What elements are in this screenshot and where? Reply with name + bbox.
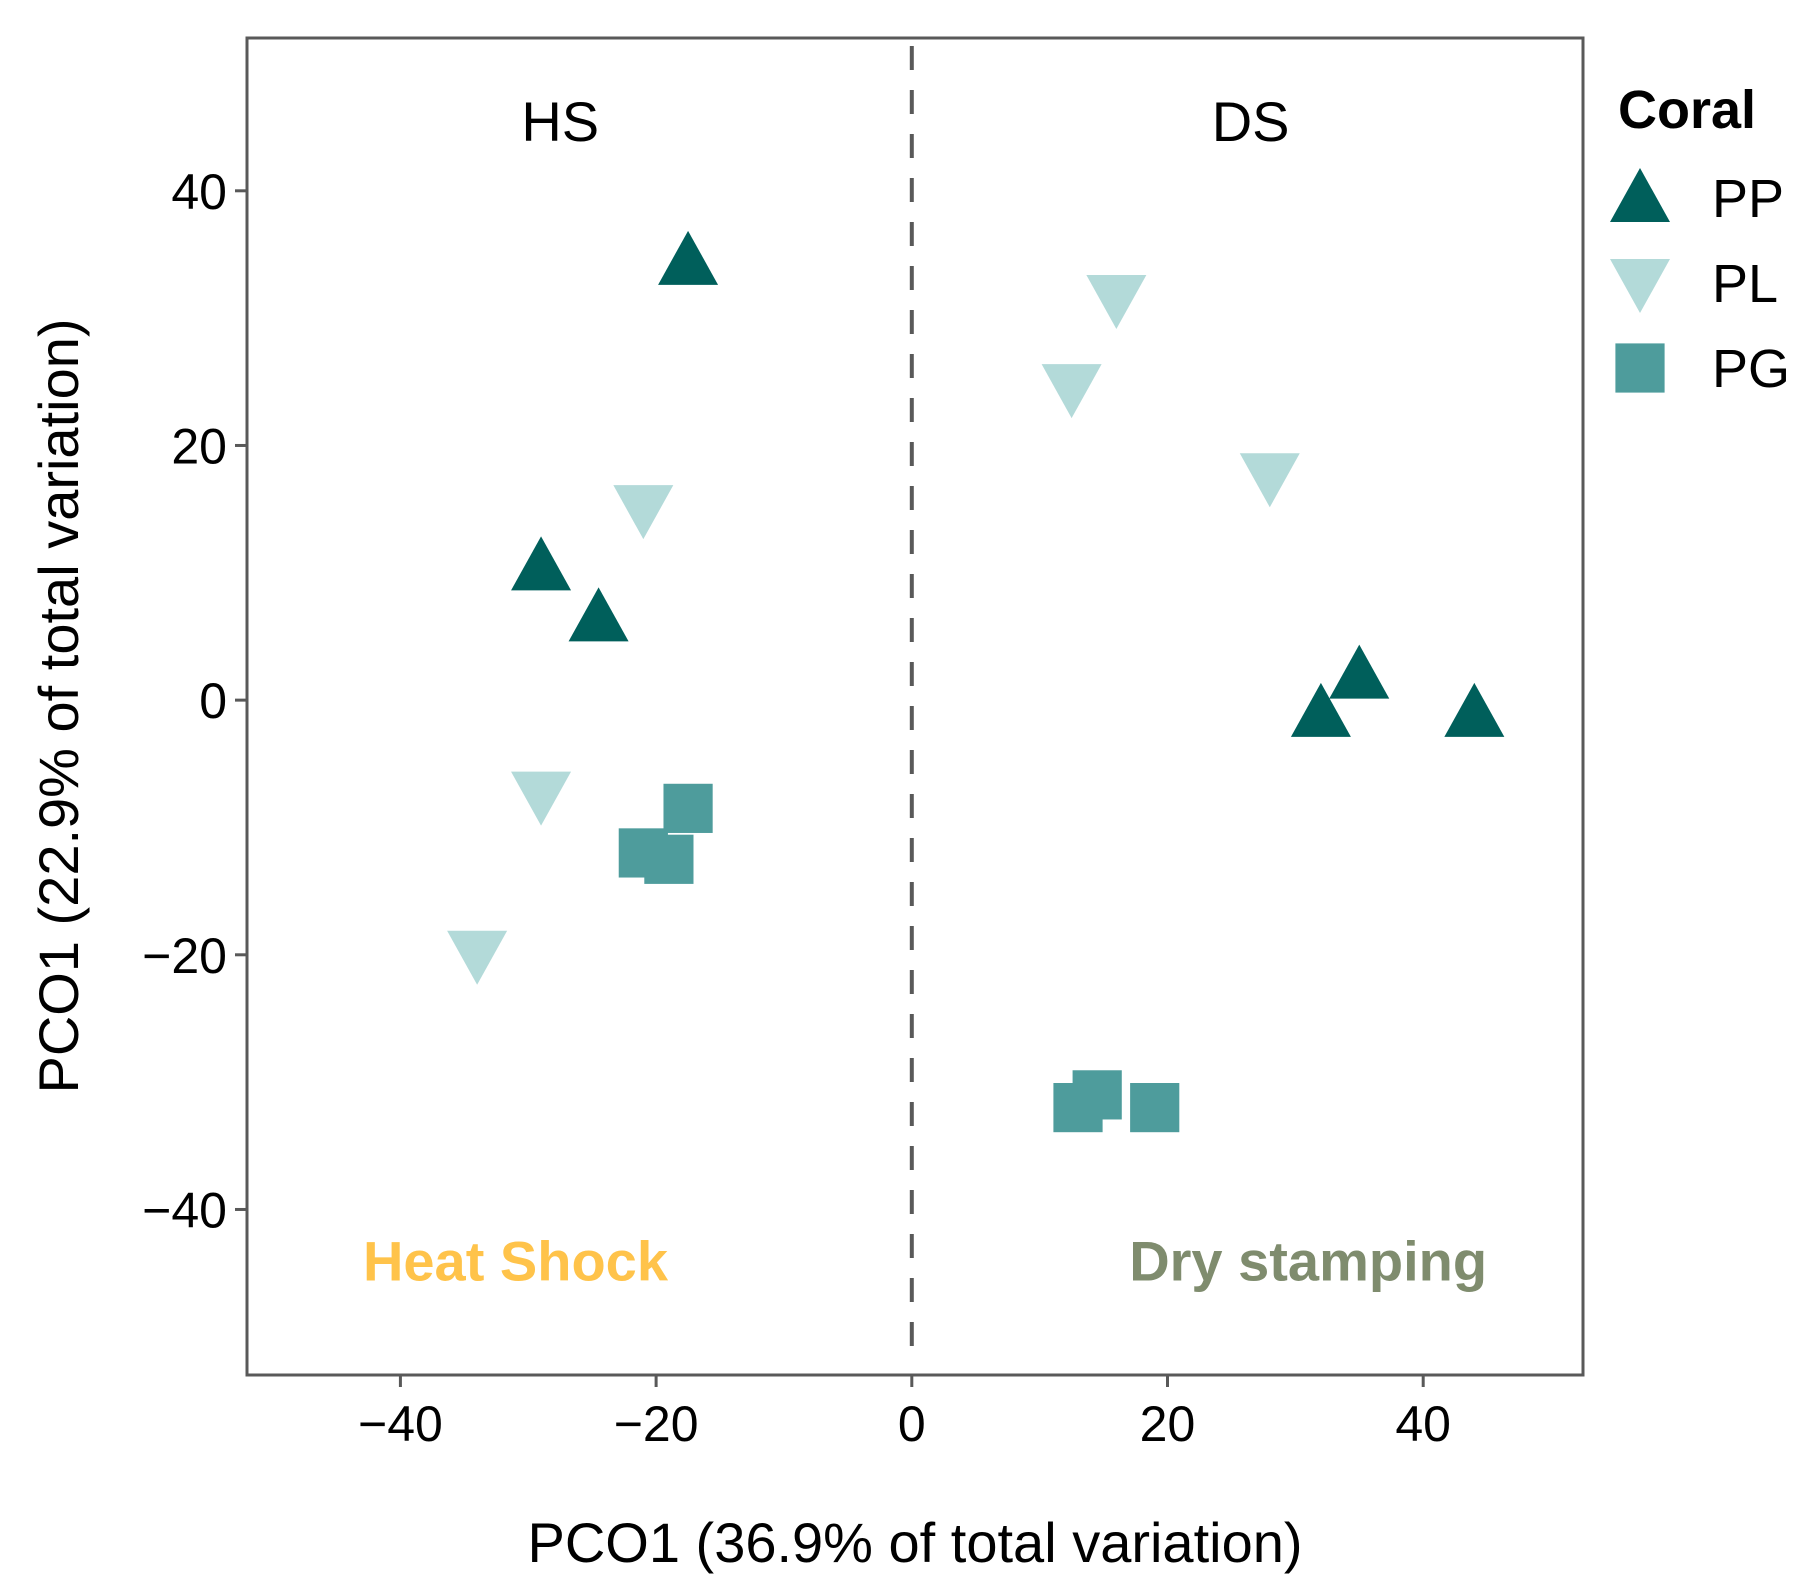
data-point-pg [1130, 1083, 1180, 1133]
x-tick-label: 20 [1140, 1396, 1196, 1452]
y-tick-label: 20 [171, 418, 227, 474]
treatment-annotation: Dry stamping [1129, 1229, 1487, 1292]
data-points [447, 230, 1505, 1133]
data-point-pl [511, 771, 572, 826]
legend: Coral PP PL PG [1610, 80, 1790, 399]
region-label: DS [1212, 90, 1290, 153]
data-point-pp [1444, 682, 1505, 737]
y-axis: −40 −20 0 20 40 [142, 164, 247, 1238]
region-labels: HS DS [521, 90, 1289, 153]
x-tick-label: −40 [358, 1396, 443, 1452]
data-point-pp [1329, 644, 1390, 699]
treatment-annotation: Heat Shock [363, 1229, 669, 1292]
data-point-pp [658, 230, 719, 285]
data-point-pl [1086, 275, 1147, 330]
data-point-pp [1290, 682, 1351, 737]
legend-key-pl [1610, 259, 1670, 313]
y-tick-label: −20 [142, 928, 227, 984]
x-tick-label: 0 [898, 1396, 926, 1452]
data-point-pp [568, 587, 629, 642]
data-point-pg [644, 834, 694, 884]
data-point-pp [511, 536, 572, 591]
y-tick-label: −40 [142, 1182, 227, 1238]
y-tick-label: 0 [199, 673, 227, 729]
data-point-pl [447, 930, 508, 985]
data-point-pl [1041, 364, 1102, 419]
region-label: HS [521, 90, 599, 153]
plot-panel-border [245, 36, 1585, 1377]
data-point-pl [1239, 453, 1300, 508]
data-point-pg [1072, 1070, 1122, 1120]
legend-key-pg [1615, 343, 1665, 393]
x-axis-title: PCO1 (36.9% of total variation) [527, 1511, 1302, 1574]
legend-key-pp [1610, 168, 1670, 222]
legend-title: Coral [1618, 80, 1756, 140]
data-point-pg [663, 783, 713, 833]
treatment-annotations: Heat Shock Dry stamping [363, 1229, 1487, 1292]
legend-label-pp: PP [1712, 169, 1784, 229]
x-tick-label: −20 [614, 1396, 699, 1452]
y-axis-title: PCO1 (22.9% of total variation) [27, 318, 90, 1093]
legend-label-pl: PL [1712, 254, 1778, 314]
y-tick-label: 40 [171, 164, 227, 220]
x-axis: −40 −20 0 20 40 [358, 1375, 1451, 1452]
legend-label-pg: PG [1712, 339, 1790, 399]
data-point-pl [613, 485, 674, 540]
x-tick-label: 40 [1395, 1396, 1451, 1452]
